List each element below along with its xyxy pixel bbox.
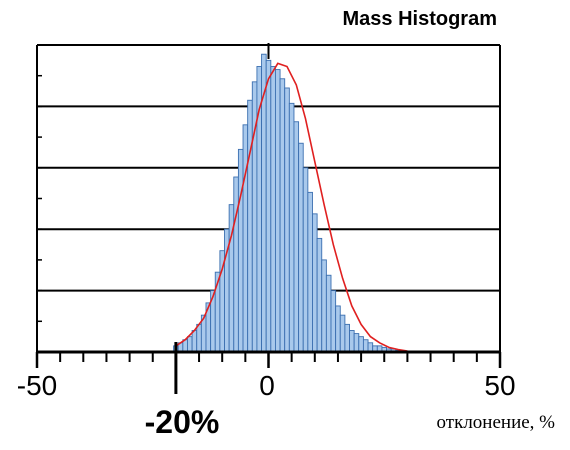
x-tick-label-center: 0 [259, 370, 275, 401]
histogram-bar [247, 99, 253, 353]
histogram-bar [358, 336, 364, 353]
histogram-bar [298, 142, 304, 353]
histogram-bar [196, 323, 202, 353]
histogram-bar [325, 274, 332, 353]
histogram-bar [237, 148, 244, 353]
histogram-bar [293, 121, 300, 353]
histogram-bar [344, 323, 350, 353]
x-axis-label: отклонение, % [437, 412, 556, 433]
histogram-bar [274, 69, 281, 353]
histogram-bar [335, 305, 341, 353]
histogram-bar [233, 176, 239, 353]
histogram-bar [307, 191, 313, 353]
x-tick-label-right: 50 [484, 370, 515, 401]
x-tick-label-left: -50 [17, 370, 57, 401]
histogram-bar [242, 124, 249, 353]
axes-layer [35, 43, 502, 394]
histogram-bar [330, 290, 337, 353]
histogram-bar [302, 167, 309, 353]
histogram-bar [353, 333, 360, 353]
histogram-bar [362, 339, 369, 353]
histogram-bar [187, 336, 193, 353]
histogram-bar [312, 213, 318, 353]
fit-curve-layer [175, 62, 408, 352]
histogram-bar [288, 102, 295, 353]
text-layer: Mass Histogram -50 0 50 -20% отклонение,… [17, 8, 555, 440]
fit-curve-line [175, 62, 408, 352]
histogram-bar [191, 330, 198, 353]
histogram-bar [265, 59, 272, 353]
histogram-bar [339, 314, 346, 353]
histogram-bar [349, 330, 355, 353]
histogram-bar [279, 78, 286, 353]
histogram-bar [321, 259, 327, 353]
histogram-bar [270, 66, 276, 353]
marker-annotation-label: -20% [145, 404, 220, 440]
bars-layer [173, 53, 411, 353]
chart-title: Mass Histogram [343, 8, 498, 30]
histogram-bar [316, 237, 323, 353]
histogram-bar [284, 87, 290, 353]
